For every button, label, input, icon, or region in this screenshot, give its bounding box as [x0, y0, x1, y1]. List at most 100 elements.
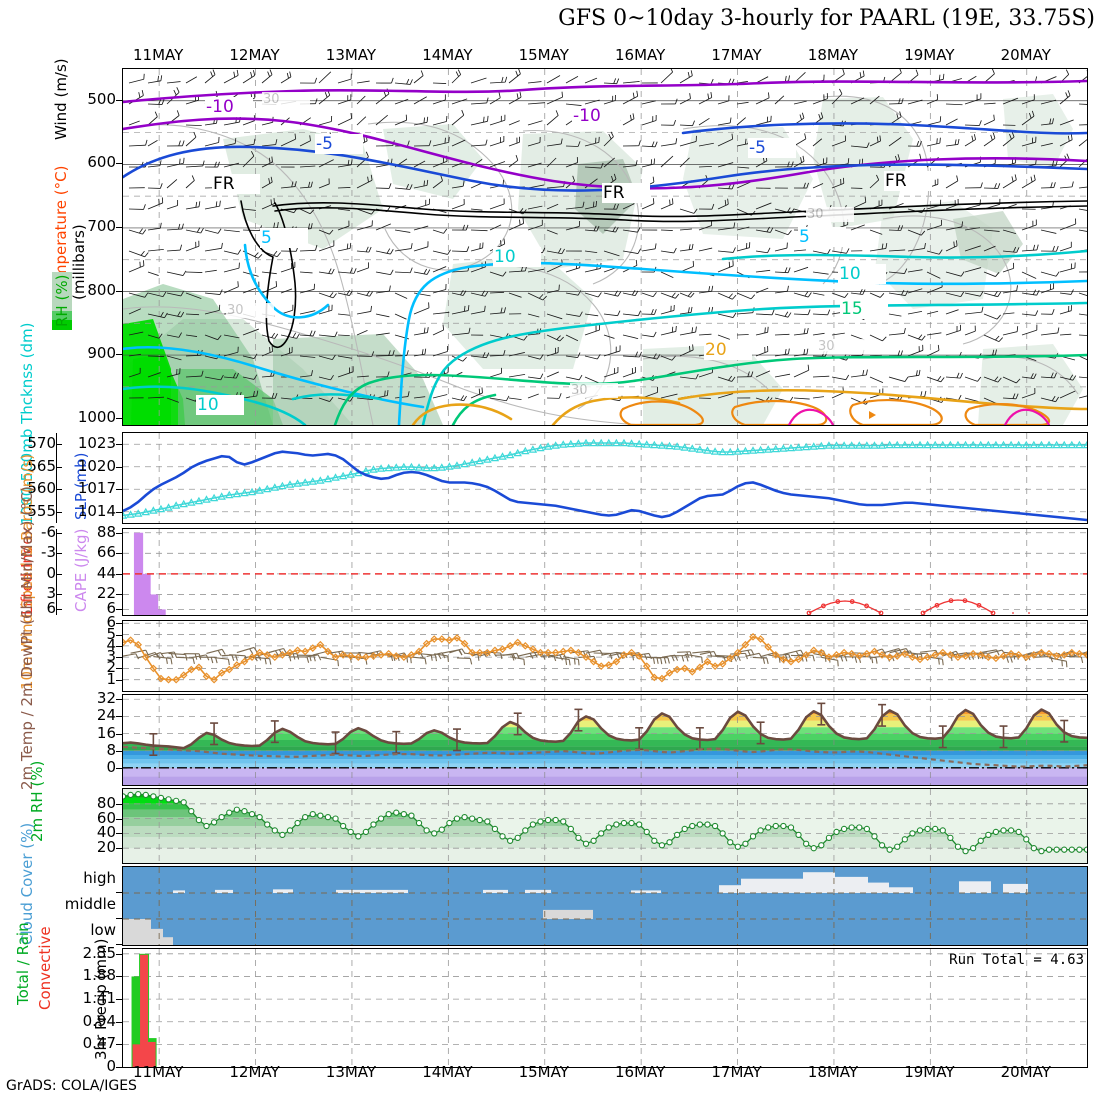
cape-tick-88: 88 — [96, 522, 116, 541]
wind-tick-6: 6 — [106, 613, 116, 632]
date-label-17may: 17MAY — [711, 1063, 762, 1081]
date-label-15may: 15MAY — [518, 46, 569, 64]
pressure-tick-600: 600 — [87, 153, 116, 172]
upper-air-panel[interactable] — [122, 68, 1088, 426]
slp-tick-1023: 1023 — [77, 434, 116, 453]
contour-label: -10 — [205, 97, 253, 117]
cloud-row-middle: middle — [64, 895, 116, 913]
lifted-index-tick-6: 6 — [46, 599, 56, 618]
tick-mark — [116, 511, 123, 513]
wind-tick-3: 3 — [106, 647, 116, 666]
rh-tick-20: 20 — [96, 838, 116, 857]
contour-label: 5 — [260, 228, 308, 248]
temp-tick-0: 0 — [106, 757, 116, 776]
tick-mark — [116, 99, 123, 101]
date-label-16may: 16MAY — [614, 1063, 666, 1081]
contour-label: 10 — [493, 247, 541, 267]
lifted-index-tick-3: 3 — [46, 584, 56, 603]
contour-label: -5 — [315, 134, 363, 154]
lifted-index-tick--6: -6 — [41, 522, 56, 541]
cloud-row-high: high — [83, 869, 116, 887]
temp-dewpt-axis-label: 2m Temp / 2m DewPt (6hr Min/Max) (°C) — [18, 486, 36, 790]
pressure-tick-500: 500 — [87, 89, 116, 108]
date-label-11may: 11MAY — [132, 46, 184, 64]
tick-mark — [116, 918, 123, 919]
tick-mark — [56, 489, 62, 491]
date-label-18may: 18MAY — [807, 1063, 859, 1081]
date-label-18may: 18MAY — [807, 46, 859, 64]
tick-mark — [116, 818, 123, 820]
page-title: GFS 0~10day 3-hourly for PAARL (19E, 33.… — [558, 6, 1095, 31]
wind-10m-panel[interactable] — [122, 620, 1088, 692]
thickness-tick-570: 570 — [27, 434, 56, 453]
tick-mark — [116, 699, 123, 701]
slp-tick-1017: 1017 — [77, 479, 116, 498]
tick-mark — [116, 634, 123, 636]
precip-tick-1.88: 1.88 — [82, 966, 116, 985]
date-label-14may: 14MAY — [422, 46, 473, 64]
wind-tick-2: 2 — [106, 658, 116, 677]
tick-mark — [116, 466, 123, 468]
date-label-20may: 20MAY — [1000, 46, 1051, 64]
slp-tick-1020: 1020 — [77, 456, 116, 475]
contour-label: 10 — [838, 264, 886, 284]
date-label-13may: 13MAY — [325, 46, 377, 64]
date-label-12may: 12MAY — [229, 46, 280, 64]
cloud-row-low: low — [90, 921, 116, 939]
date-label-11may: 11MAY — [132, 1063, 184, 1081]
rh-tick-40: 40 — [96, 823, 116, 842]
contour-label: FR — [884, 171, 932, 191]
tick-mark — [56, 553, 62, 555]
date-label-19may: 19MAY — [904, 1063, 955, 1081]
temp-tick-32: 32 — [96, 689, 116, 708]
precip-tick-1.41: 1.41 — [82, 989, 116, 1008]
tick-mark — [116, 594, 123, 596]
lifted-index-axis-line — [56, 529, 57, 615]
tick-mark — [116, 944, 123, 945]
tick-mark — [116, 226, 123, 228]
cape-tick-44: 44 — [96, 563, 116, 582]
cloud-cover-panel[interactable] — [122, 866, 1088, 946]
tick-mark — [116, 417, 123, 419]
cape-lifted-index-panel[interactable] — [122, 528, 1088, 616]
tick-mark — [116, 668, 123, 670]
rh-tick-60: 60 — [96, 808, 116, 827]
contour-label: 30 — [817, 339, 865, 354]
contour-label: 5 — [798, 227, 846, 247]
footer-credit: GrADS: COLA/IGES — [6, 1078, 137, 1094]
cape-tick-6: 6 — [106, 599, 116, 618]
contour-label: 15 — [840, 299, 888, 319]
tick-mark — [116, 553, 123, 555]
tick-mark — [116, 803, 123, 805]
rh-2m-panel[interactable] — [122, 788, 1088, 864]
contour-label: FR — [212, 174, 260, 194]
run-total-label: Run Total = 4.63 — [949, 952, 1084, 968]
pressure-tick-700: 700 — [87, 216, 116, 235]
pressure-tick-900: 900 — [87, 344, 116, 363]
tick-mark — [116, 679, 123, 681]
tick-mark — [116, 645, 123, 647]
tick-mark — [56, 594, 62, 596]
contour-label: -10 — [572, 106, 620, 126]
tick-mark — [116, 892, 123, 893]
contour-label: 20 — [704, 340, 752, 360]
precip-panel[interactable] — [122, 948, 1088, 1068]
temp-dewpt-2m-panel[interactable] — [122, 694, 1088, 786]
date-label-19may: 19MAY — [904, 46, 955, 64]
slp-thickness-panel[interactable] — [122, 432, 1088, 524]
temp-tick-8: 8 — [106, 740, 116, 759]
tick-mark — [116, 489, 123, 491]
tick-mark — [116, 716, 123, 718]
tick-mark — [116, 354, 123, 356]
contour-label: FR — [602, 183, 650, 203]
rh-tick-80: 80 — [96, 793, 116, 812]
lifted-index-tick--3: -3 — [41, 543, 56, 562]
pressure-tick-800: 800 — [87, 280, 116, 299]
precip-legend-total: Total / Rain — [14, 922, 32, 1005]
precip-tick-0.47: 0.47 — [82, 1034, 116, 1053]
tick-mark — [116, 290, 123, 292]
date-label-17may: 17MAY — [711, 46, 762, 64]
tick-mark — [116, 1044, 123, 1046]
contour-label: 30 — [262, 92, 310, 107]
contour-label: 10 — [196, 395, 244, 415]
